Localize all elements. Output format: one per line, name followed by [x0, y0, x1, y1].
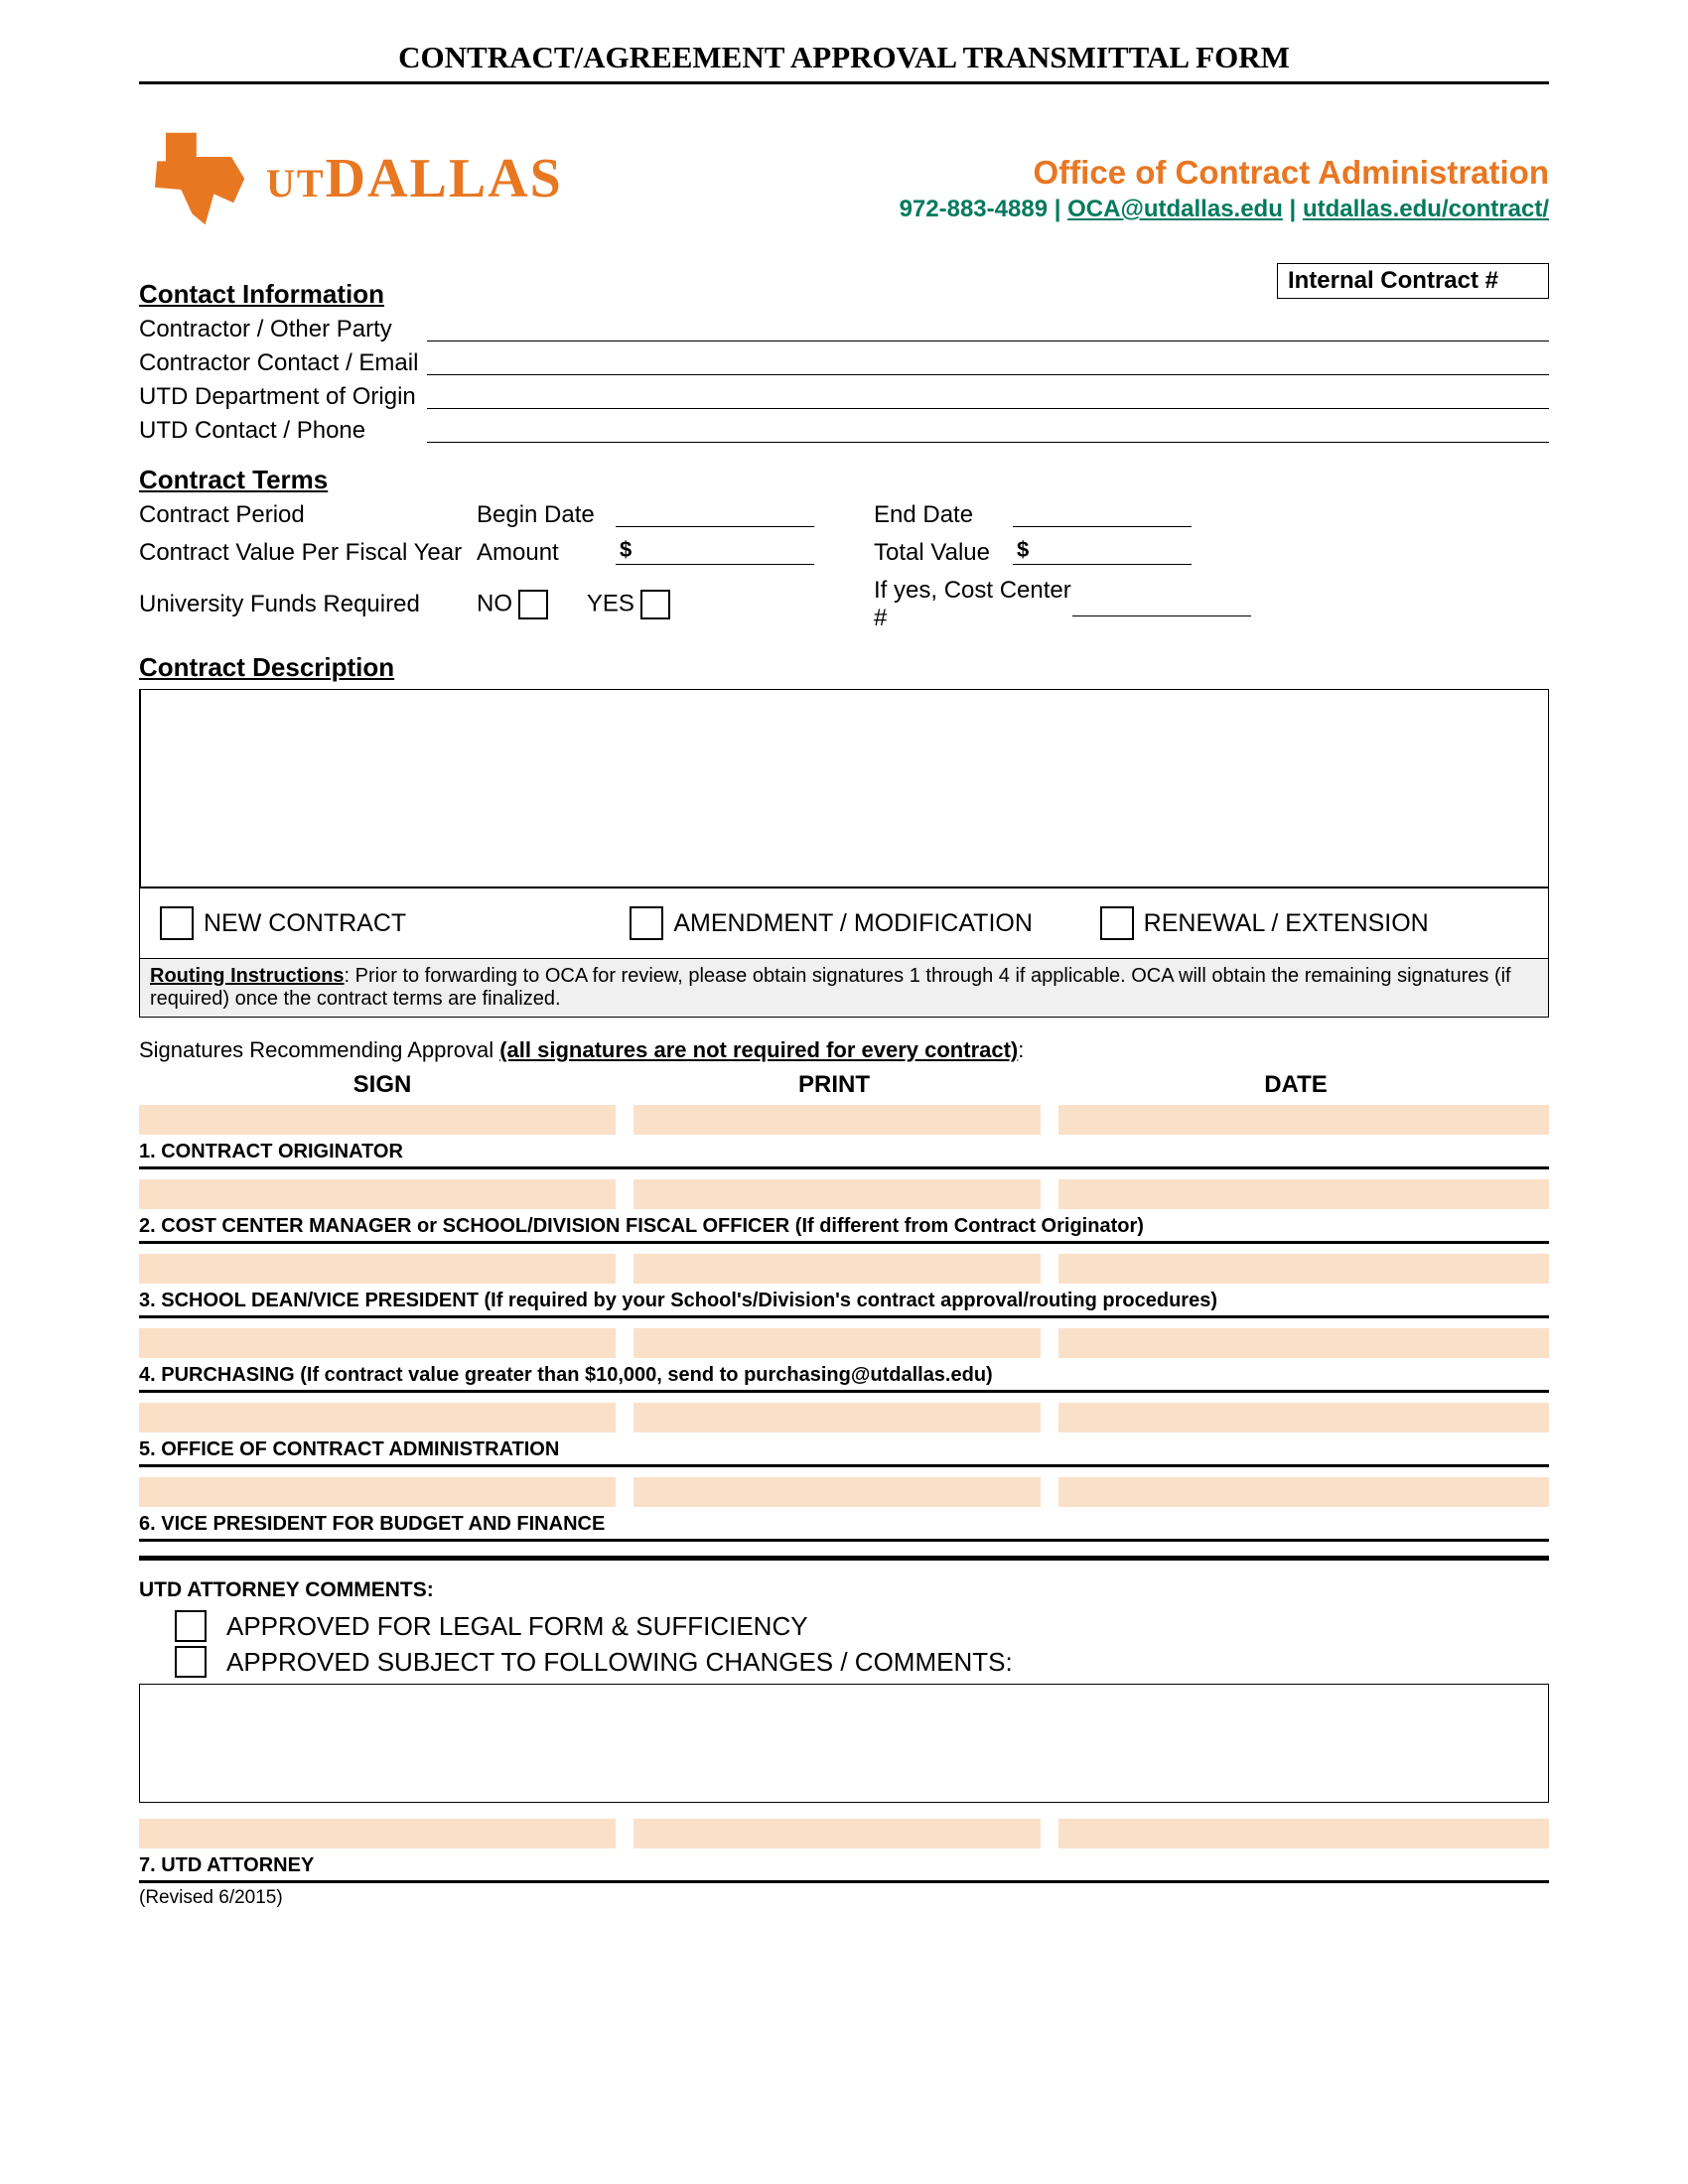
sign-field[interactable] [139, 1254, 616, 1284]
office-contact: 972-883-4889 | OCA@utdallas.edu | utdall… [900, 196, 1549, 223]
contact-label: Contractor Contact / Email [139, 349, 427, 377]
amendment-label: AMENDMENT / MODIFICATION [673, 909, 1033, 938]
sign-field[interactable] [139, 1403, 616, 1433]
contact-label: UTD Department of Origin [139, 383, 427, 411]
yes-label: YES [587, 590, 634, 616]
funds-no-checkbox[interactable] [518, 590, 548, 619]
date-field[interactable] [1058, 1179, 1549, 1209]
page-title: CONTRACT/AGREEMENT APPROVAL TRANSMITTAL … [139, 40, 1549, 84]
signature-block: 1. CONTRACT ORIGINATOR [139, 1105, 1549, 1169]
contract-description-field[interactable] [139, 689, 1549, 887]
print-field[interactable] [633, 1403, 1041, 1433]
contract-terms-heading: Contract Terms [139, 465, 1549, 495]
contact-label: UTD Contact / Phone [139, 417, 427, 445]
logo-text: UTDALLAS [266, 147, 563, 210]
contract-terms-section: Contract Terms Contract Period Begin Dat… [139, 465, 1549, 632]
new-contract-label: NEW CONTRACT [204, 909, 406, 938]
cost-center-field[interactable] [1072, 593, 1251, 616]
office-email-link[interactable]: OCA@utdallas.edu [1067, 196, 1283, 222]
period-label: Contract Period [139, 501, 477, 529]
date-field[interactable] [1058, 1328, 1549, 1358]
sign-field[interactable] [139, 1328, 616, 1358]
attorney-print-field[interactable] [633, 1819, 1041, 1848]
new-contract-checkbox[interactable] [160, 906, 194, 940]
attorney-date-field[interactable] [1058, 1819, 1549, 1848]
sign-field[interactable] [139, 1105, 616, 1135]
contract-description-heading: Contract Description [139, 652, 1549, 683]
print-field[interactable] [633, 1328, 1041, 1358]
amount-field[interactable] [616, 541, 814, 565]
attorney-comments-heading: UTD ATTORNEY COMMENTS: [139, 1578, 1549, 1602]
signature-role-label: 6. VICE PRESIDENT FOR BUDGET AND FINANCE [139, 1509, 1549, 1542]
contact-info-section: Contact Information Contractor / Other P… [139, 279, 1549, 445]
attorney-comments-field[interactable] [139, 1684, 1549, 1803]
signature-role-label: 4. PURCHASING (If contract value greater… [139, 1360, 1549, 1393]
sign-field[interactable] [139, 1477, 616, 1507]
office-block: Office of Contract Administration 972-88… [900, 124, 1549, 223]
attorney-sign-field[interactable] [139, 1819, 616, 1848]
utd-contact-field[interactable] [427, 417, 1549, 443]
begin-date-label: Begin Date [477, 501, 616, 529]
approved-changes-label: APPROVED SUBJECT TO FOLLOWING CHANGES / … [226, 1647, 1013, 1678]
signature-block: 5. OFFICE OF CONTRACT ADMINISTRATION [139, 1403, 1549, 1467]
end-date-label: End Date [814, 501, 1013, 529]
funds-yes-checkbox[interactable] [640, 590, 670, 619]
contract-type-row: NEW CONTRACT AMENDMENT / MODIFICATION RE… [139, 887, 1549, 958]
contractor-email-field[interactable] [427, 349, 1549, 375]
funds-required-label: University Funds Required [139, 591, 477, 618]
amendment-checkbox[interactable] [630, 906, 663, 940]
renewal-label: RENEWAL / EXTENSION [1144, 909, 1429, 938]
signature-columns-header: SIGN PRINT DATE [139, 1071, 1549, 1099]
renewal-checkbox[interactable] [1100, 906, 1134, 940]
contact-label: Contractor / Other Party [139, 316, 427, 343]
approved-changes-checkbox[interactable] [175, 1646, 207, 1678]
revised-date: (Revised 6/2015) [139, 1887, 1549, 1909]
print-field[interactable] [633, 1477, 1041, 1507]
date-field[interactable] [1058, 1403, 1549, 1433]
sign-field[interactable] [139, 1179, 616, 1209]
contract-description-section: Contract Description NEW CONTRACT AMENDM… [139, 652, 1549, 1018]
department-field[interactable] [427, 383, 1549, 409]
date-field[interactable] [1058, 1105, 1549, 1135]
end-date-field[interactable] [1013, 503, 1192, 527]
signature-role-label: 3. SCHOOL DEAN/VICE PRESIDENT (If requir… [139, 1286, 1549, 1318]
office-title: Office of Contract Administration [900, 154, 1549, 192]
no-label: NO [477, 590, 512, 616]
date-field[interactable] [1058, 1477, 1549, 1507]
internal-contract-box[interactable]: Internal Contract # [1277, 263, 1549, 299]
date-field[interactable] [1058, 1254, 1549, 1284]
signature-block: 2. COST CENTER MANAGER or SCHOOL/DIVISIO… [139, 1179, 1549, 1244]
total-value-field[interactable] [1013, 541, 1192, 565]
signature-role-label: 1. CONTRACT ORIGINATOR [139, 1137, 1549, 1169]
attorney-row-label: 7. UTD ATTORNEY [139, 1850, 1549, 1883]
signature-block: 6. VICE PRESIDENT FOR BUDGET AND FINANCE [139, 1477, 1549, 1542]
signature-block: 4. PURCHASING (If contract value greater… [139, 1328, 1549, 1393]
routing-instructions: Routing Instructions: Prior to forwardin… [139, 958, 1549, 1018]
attorney-signature-row [139, 1819, 1549, 1848]
header-row: UTDALLAS Office of Contract Administrati… [139, 124, 1549, 233]
approved-legal-label: APPROVED FOR LEGAL FORM & SUFFICIENCY [226, 1611, 808, 1642]
signature-role-label: 5. OFFICE OF CONTRACT ADMINISTRATION [139, 1434, 1549, 1467]
signature-block: 3. SCHOOL DEAN/VICE PRESIDENT (If requir… [139, 1254, 1549, 1318]
texas-icon [139, 124, 258, 233]
cost-center-label: If yes, Cost Center # [814, 577, 1072, 632]
approved-legal-checkbox[interactable] [175, 1610, 207, 1642]
divider-rule [139, 1556, 1549, 1561]
utd-logo: UTDALLAS [139, 124, 563, 233]
total-value-label: Total Value [814, 539, 1013, 567]
print-field[interactable] [633, 1254, 1041, 1284]
amount-label: Amount [477, 539, 616, 567]
print-field[interactable] [633, 1105, 1041, 1135]
signatures-intro: Signatures Recommending Approval (all si… [139, 1037, 1549, 1063]
office-url-link[interactable]: utdallas.edu/contract/ [1303, 196, 1549, 222]
signature-role-label: 2. COST CENTER MANAGER or SCHOOL/DIVISIO… [139, 1211, 1549, 1244]
print-field[interactable] [633, 1179, 1041, 1209]
begin-date-field[interactable] [616, 503, 814, 527]
contractor-field[interactable] [427, 316, 1549, 341]
value-year-label: Contract Value Per Fiscal Year [139, 539, 477, 567]
